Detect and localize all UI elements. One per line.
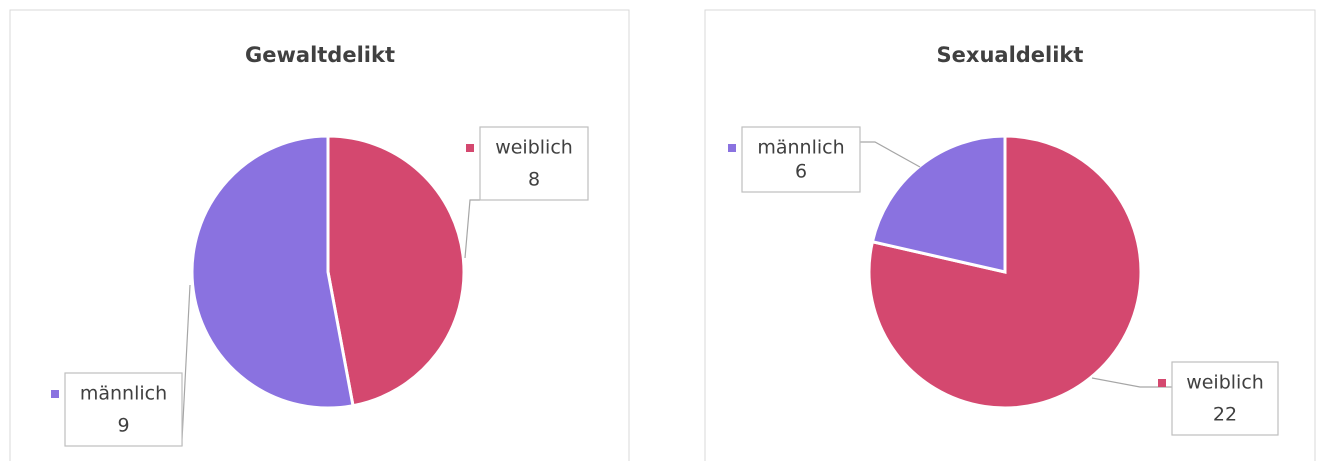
- chart-title: Gewaltdelikt: [245, 43, 395, 67]
- legend-swatch: [51, 390, 59, 398]
- pie-slice: [867, 134, 1143, 410]
- chart-title: Sexualdelikt: [937, 43, 1084, 67]
- label-box: [64, 372, 183, 447]
- data-label-name: weiblich: [495, 137, 573, 159]
- data-label-value: 22: [1213, 404, 1237, 426]
- legend-swatch: [728, 144, 736, 152]
- legend-swatch: [466, 144, 474, 152]
- legend-swatch: [1158, 379, 1166, 387]
- pie-slice: [190, 134, 355, 410]
- data-label-value: 6: [795, 161, 807, 183]
- data-label-value: 9: [117, 415, 129, 437]
- label-box: [741, 126, 861, 193]
- pie-slice: [326, 134, 466, 408]
- label-box: [1171, 361, 1279, 436]
- data-label-name: weiblich: [1186, 372, 1264, 394]
- data-label-name: männlich: [757, 137, 844, 159]
- data-label-value: 8: [528, 169, 540, 191]
- leader-line: [860, 141, 921, 168]
- data-label-name: männlich: [80, 383, 167, 405]
- label-box: [479, 126, 589, 201]
- pie-slice: [870, 134, 1007, 274]
- leader-line: [464, 199, 480, 259]
